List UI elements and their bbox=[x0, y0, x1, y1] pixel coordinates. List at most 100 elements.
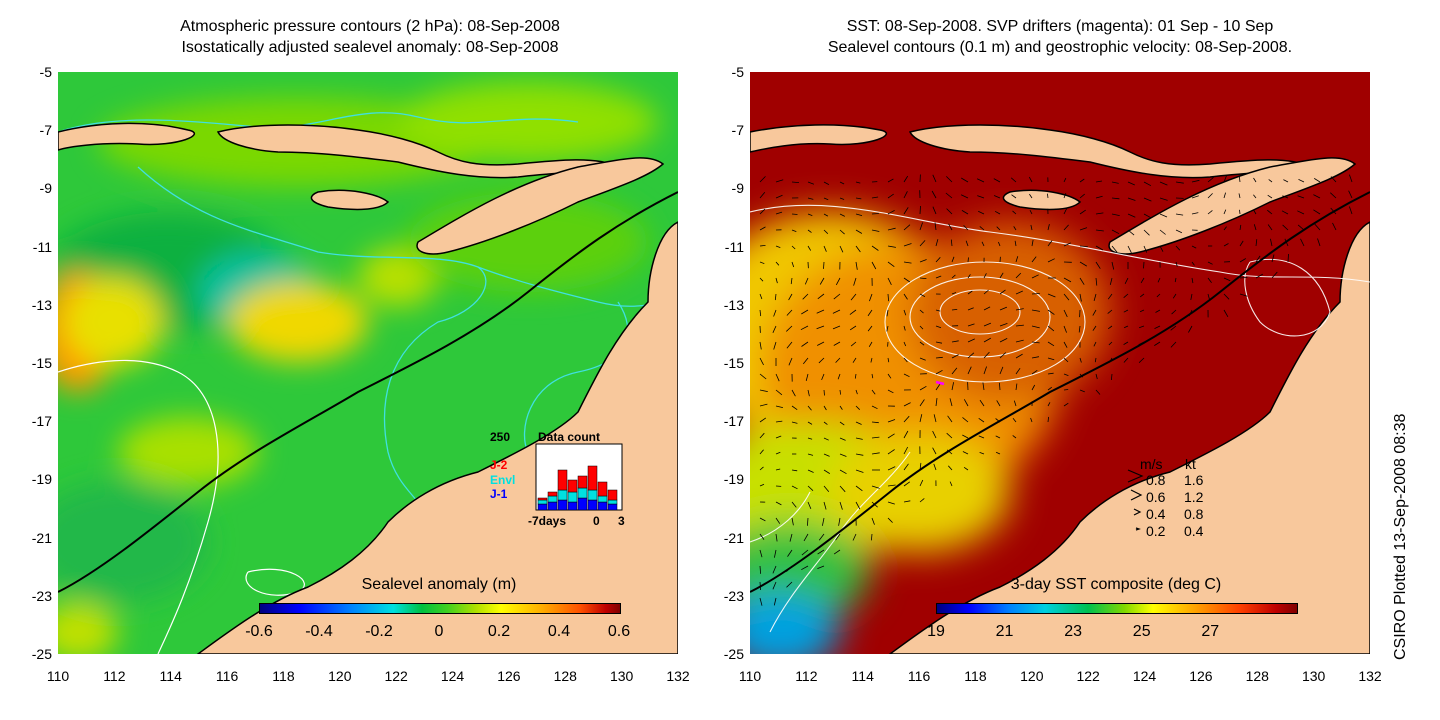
velocity-arrow bbox=[903, 191, 908, 199]
right-y-tick: -15 bbox=[723, 355, 744, 371]
velocity-arrow bbox=[775, 533, 778, 542]
velocity-arrow bbox=[999, 338, 1008, 343]
velocity-arrow bbox=[835, 533, 841, 541]
sst-colorbar bbox=[936, 603, 1298, 614]
velocity-arrow bbox=[800, 325, 809, 331]
velocity-arrow bbox=[807, 517, 809, 526]
histogram-title: Data count bbox=[538, 430, 601, 444]
velocity-arrow bbox=[807, 485, 814, 491]
velocity-arrow bbox=[932, 447, 937, 455]
velocity-arrow bbox=[1175, 181, 1184, 184]
velocity-arrow bbox=[871, 517, 875, 525]
velocity-arrow bbox=[1123, 357, 1129, 363]
velocity-arrow bbox=[1031, 356, 1040, 359]
velocity-arrow bbox=[1239, 240, 1244, 247]
histogram-max-label: 250 bbox=[490, 430, 511, 444]
sst-colorbar-label: 19 bbox=[927, 623, 945, 640]
sst-map[interactable]: m/s kt 0.8 1.6 0.6 1.2 0.4 0.8 0.2 0.4 bbox=[750, 72, 1370, 654]
left-x-tick: 116 bbox=[215, 668, 239, 684]
velocity-arrow bbox=[903, 481, 911, 487]
velocity-legend-kt-3: 0.8 bbox=[1184, 506, 1204, 522]
velocity-arrow bbox=[855, 469, 864, 473]
velocity-arrow bbox=[1172, 293, 1177, 299]
velocity-arrow bbox=[932, 430, 937, 439]
velocity-arrow bbox=[967, 290, 973, 295]
velocity-arrow bbox=[933, 463, 937, 471]
velocity-arrow bbox=[935, 356, 943, 359]
velocity-arrow bbox=[1028, 176, 1033, 183]
velocity-arrow bbox=[1207, 277, 1212, 284]
velocity-arrow bbox=[1079, 178, 1085, 183]
velocity-arrow bbox=[839, 485, 846, 493]
velocity-arrow bbox=[948, 223, 953, 231]
velocity-arrow bbox=[823, 421, 828, 425]
velocity-arrow bbox=[1031, 384, 1036, 391]
left-y-tick: -7 bbox=[39, 122, 52, 139]
velocity-arrow bbox=[1170, 341, 1177, 348]
velocity-arrow bbox=[805, 373, 809, 382]
velocity-arrow bbox=[871, 245, 879, 251]
velocity-arrow bbox=[967, 366, 972, 375]
velocity-arrow bbox=[1143, 229, 1150, 236]
velocity-arrow bbox=[1223, 175, 1227, 183]
velocity-arrow bbox=[999, 272, 1004, 279]
left-y-tick: -17 bbox=[31, 413, 52, 430]
velocity-arrow bbox=[1079, 261, 1088, 267]
velocity-arrow bbox=[919, 293, 926, 297]
velocity-arrow bbox=[1079, 277, 1085, 285]
velocity-arrow bbox=[1029, 193, 1033, 199]
velocity-arrow bbox=[887, 227, 896, 231]
velocity-arrow bbox=[1330, 192, 1337, 199]
right-x-tick: 118 bbox=[964, 668, 987, 684]
velocity-arrow bbox=[1175, 261, 1178, 267]
velocity-arrow bbox=[1143, 261, 1145, 269]
velocity-arrow bbox=[1031, 274, 1039, 279]
left-x-tick: 112 bbox=[103, 668, 126, 684]
velocity-arrow bbox=[1047, 341, 1055, 347]
velocity-arrow bbox=[903, 373, 910, 378]
histogram-bar bbox=[537, 497, 548, 501]
velocity-arrow bbox=[801, 341, 809, 347]
velocity-arrow bbox=[823, 197, 829, 201]
velocity-legend-kt-1: 1.6 bbox=[1184, 472, 1204, 488]
right-x-tick: 110 bbox=[738, 668, 762, 684]
histogram-bar bbox=[607, 503, 618, 511]
sealevel-colorbar-label: 0 bbox=[434, 623, 444, 640]
velocity-arrow bbox=[759, 449, 764, 455]
velocity-arrow bbox=[1253, 177, 1257, 183]
velocity-arrow bbox=[1191, 261, 1195, 266]
velocity-arrow bbox=[1270, 238, 1273, 247]
velocity-arrow bbox=[775, 405, 783, 408]
velocity-arrow bbox=[823, 405, 827, 411]
histogram-bar bbox=[597, 501, 608, 511]
velocity-arrow bbox=[1092, 325, 1097, 331]
velocity-arrow bbox=[935, 398, 938, 407]
velocity-arrow bbox=[1223, 277, 1231, 282]
velocity-arrow bbox=[759, 309, 762, 317]
velocity-arrow bbox=[903, 243, 912, 247]
velocity-arrow bbox=[1297, 224, 1305, 231]
velocity-arrow bbox=[951, 367, 958, 375]
velocity-arrow bbox=[1011, 194, 1017, 199]
velocity-arrow bbox=[823, 181, 830, 185]
velocity-arrow bbox=[978, 210, 985, 215]
velocity-arrow bbox=[838, 517, 841, 526]
velocity-arrow bbox=[775, 277, 778, 284]
velocity-arrow bbox=[1143, 181, 1152, 187]
velocity-arrow bbox=[1282, 195, 1289, 199]
histogram-bar bbox=[537, 499, 548, 505]
velocity-arrow bbox=[807, 501, 812, 510]
velocity-arrow bbox=[759, 245, 766, 247]
velocity-arrow bbox=[823, 389, 825, 396]
velocity-arrow bbox=[1124, 277, 1129, 284]
velocity-arrow bbox=[833, 341, 841, 346]
left-y-tick: -25 bbox=[31, 646, 52, 662]
sealevel-anomaly-map[interactable]: 250 Data count J-2 Envl J-1 -7days 0 3 bbox=[58, 72, 678, 654]
velocity-arrow bbox=[839, 501, 843, 510]
velocity-arrow bbox=[960, 194, 969, 199]
velocity-arrow bbox=[919, 498, 925, 503]
data-count-histogram bbox=[535, 443, 623, 511]
right-x-tick: 132 bbox=[1358, 668, 1382, 684]
velocity-arrow bbox=[1031, 256, 1037, 263]
velocity-arrow bbox=[867, 325, 873, 332]
